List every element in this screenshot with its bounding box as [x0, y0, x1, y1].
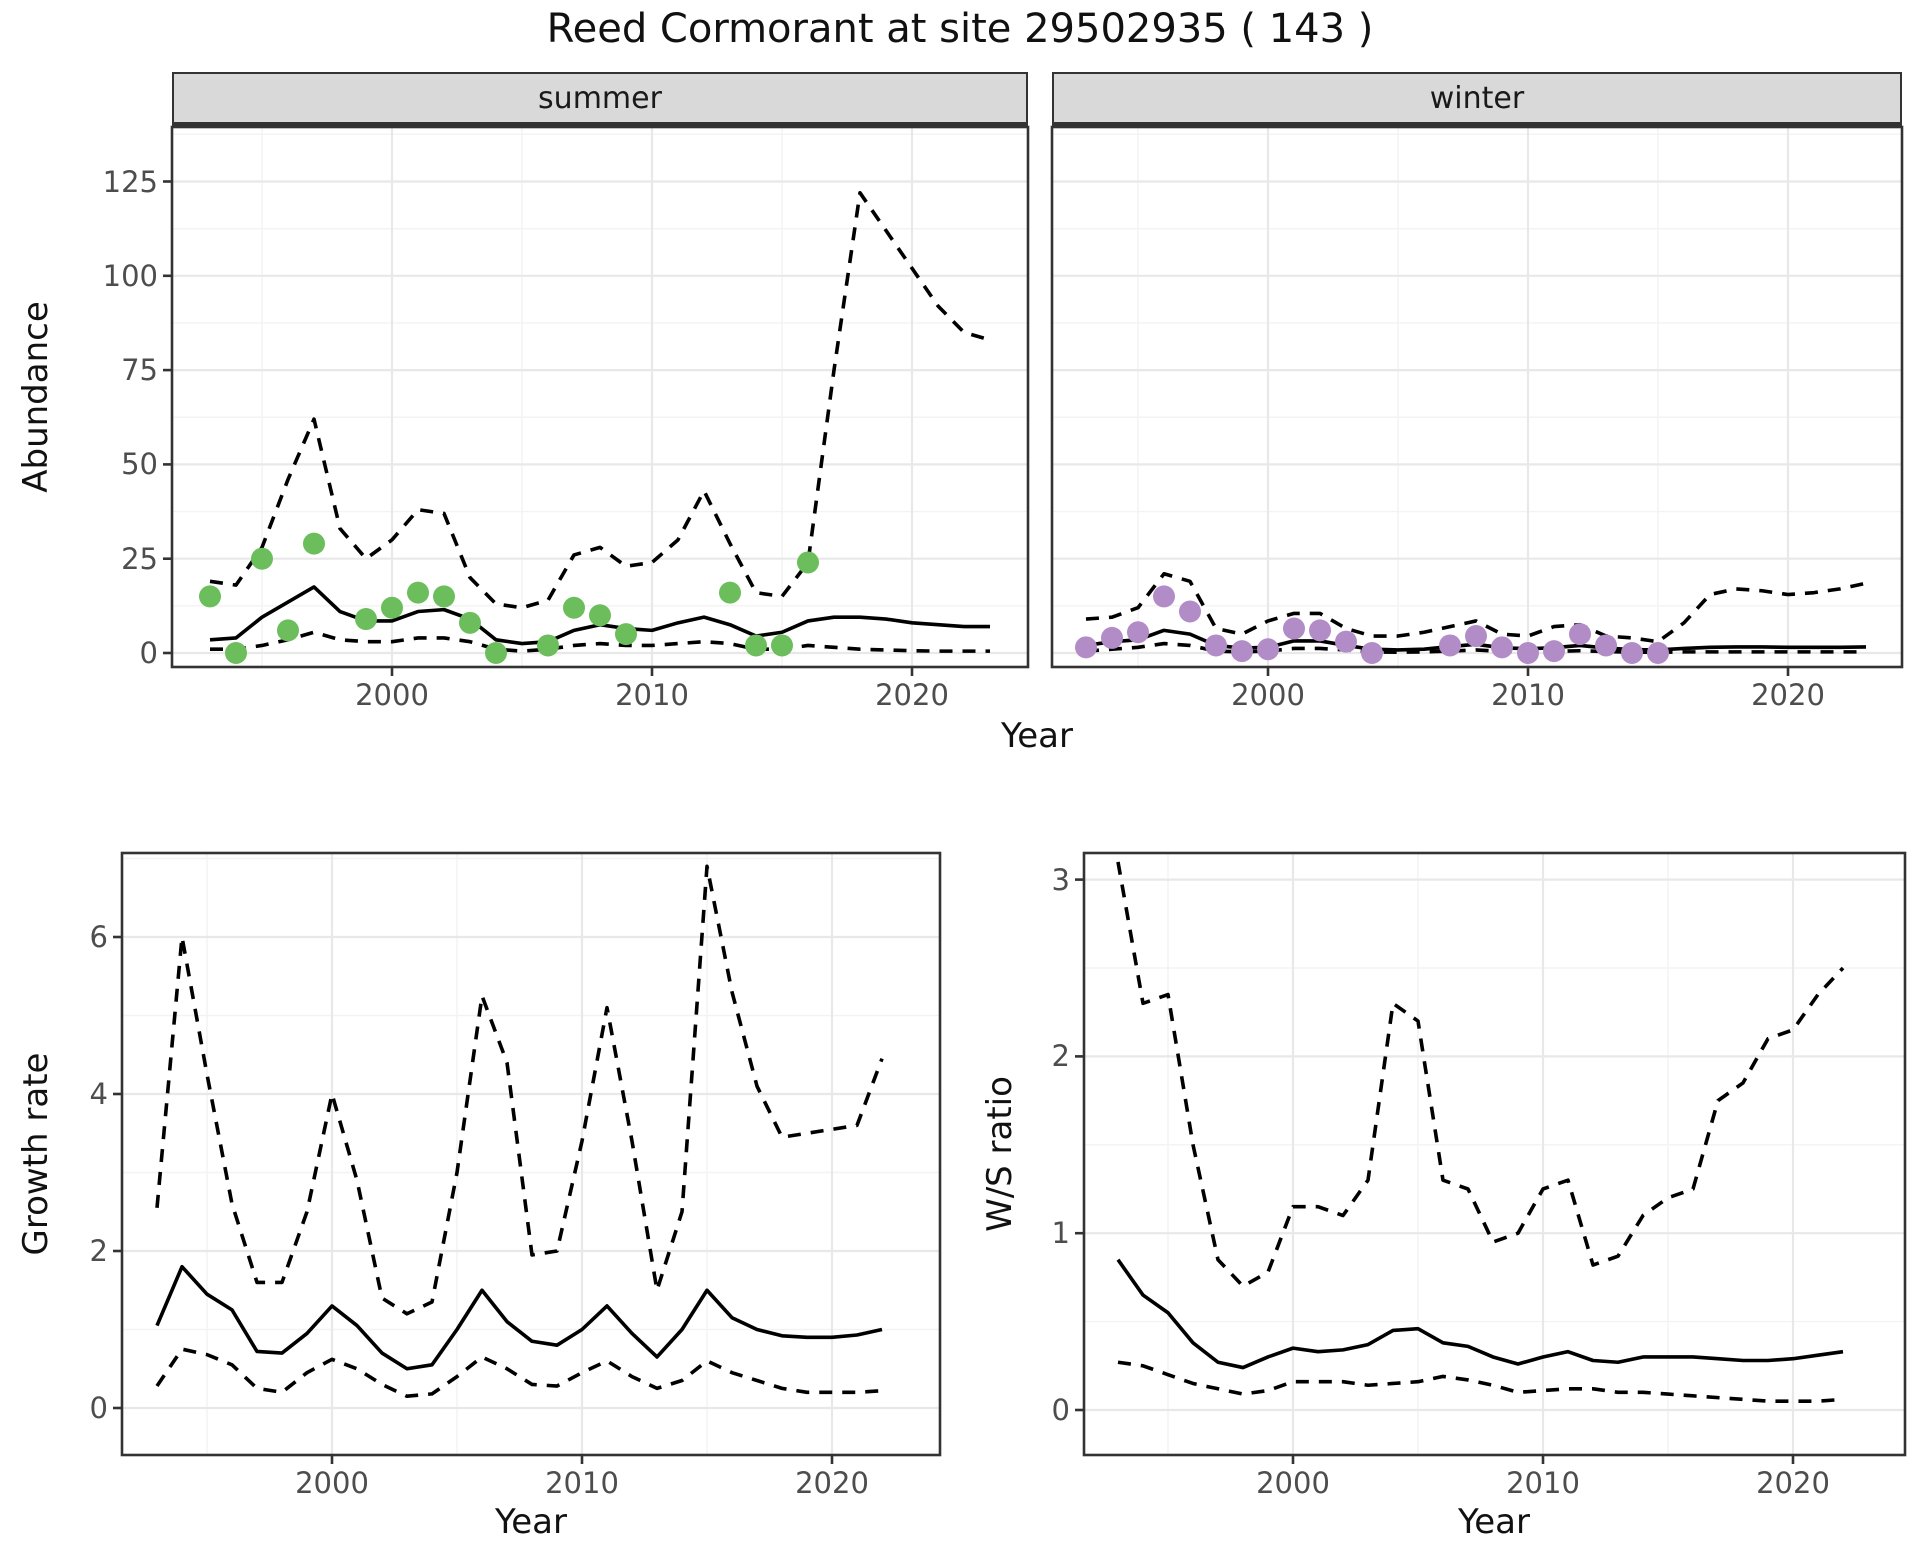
summer-observed-point: [615, 623, 637, 646]
y-tick-label: 2: [89, 1234, 108, 1268]
page-title: Reed Cormorant at site 29502935 ( 143 ): [546, 6, 1374, 52]
winter-observed-point: [1517, 642, 1539, 664]
facet-label-winter: winter: [1429, 80, 1525, 116]
x-tick-label: 2000: [1256, 1466, 1330, 1500]
summer-observed-point: [355, 608, 377, 631]
y-tick-label: 0: [1051, 1393, 1070, 1427]
y-tick-label: 2: [1051, 1039, 1070, 1074]
summer-observed-point: [563, 596, 585, 619]
x-tick-label: 2020: [795, 1466, 869, 1500]
winter-observed-point: [1647, 642, 1669, 664]
winter-observed-point: [1465, 625, 1487, 648]
upper_ci-line: [155, 864, 884, 1316]
y-tick-label: 25: [121, 541, 158, 576]
winter-observed-point: [1569, 623, 1591, 646]
summer-observed-point: [719, 581, 741, 604]
facet-strip-winter: winter: [1052, 72, 1902, 127]
winter-observed-point: [1361, 642, 1383, 664]
winter-observed-point: [1543, 640, 1565, 663]
y-tick-label: 6: [89, 920, 108, 954]
abundance-summer-panel: [163, 125, 1030, 676]
ws-ratio-axis-title: W/S ratio: [980, 1076, 1020, 1232]
ws-ratio-panel: [1075, 851, 1907, 1464]
summer-observed-point: [407, 581, 429, 604]
summer-observed-point: [537, 634, 559, 657]
facet-label-summer: summer: [538, 80, 662, 116]
winter-observed-point: [1257, 638, 1279, 661]
x-tick-label: 2020: [1751, 678, 1825, 712]
summer-observed-point: [771, 634, 793, 657]
ws-year-axis-title: Year: [1458, 1502, 1530, 1542]
lower_ci-line: [155, 1347, 883, 1399]
facet-strip-summer: summer: [172, 72, 1028, 127]
winter-observed-point: [1179, 600, 1201, 623]
y-tick-label: 0: [139, 636, 158, 670]
winter-observed-point: [1595, 634, 1617, 657]
abundance-winter-panel: [1050, 125, 1904, 676]
summer-upper_ci-line: [209, 191, 991, 610]
y-tick-label: 125: [102, 164, 158, 199]
growth-year-axis-title: Year: [495, 1502, 567, 1542]
median-line: [1116, 1258, 1844, 1370]
winter-observed-point: [1439, 634, 1461, 657]
y-tick-label: 75: [121, 353, 158, 388]
winter-observed-point: [1205, 634, 1227, 657]
summer-observed-point: [277, 619, 299, 642]
y-tick-label: 50: [121, 447, 158, 482]
y-tick-label: 3: [1051, 862, 1070, 897]
x-tick-label: 2020: [1756, 1466, 1830, 1500]
x-tick-label: 2000: [295, 1466, 369, 1500]
x-tick-label: 2010: [545, 1466, 619, 1500]
summer-observed-point: [485, 642, 507, 664]
x-tick-label: 2020: [875, 678, 949, 712]
winter-observed-point: [1491, 636, 1513, 659]
y-tick-label: 100: [102, 258, 158, 293]
winter-lower_ci-line: [1085, 641, 1866, 655]
x-tick-label: 2000: [1231, 678, 1305, 712]
summer-observed-point: [589, 604, 611, 627]
summer-observed-point: [225, 642, 247, 664]
winter-observed-point: [1127, 621, 1149, 644]
upper_ci-line: [1116, 861, 1845, 1289]
top-year-axis-title: Year: [1001, 716, 1073, 756]
winter-observed-point: [1101, 626, 1123, 649]
winter-observed-point: [1309, 619, 1331, 642]
winter-observed-point: [1153, 585, 1175, 608]
median-line: [155, 1264, 883, 1371]
summer-observed-point: [745, 634, 767, 657]
summer-observed-point: [199, 585, 221, 608]
winter-observed-point: [1075, 636, 1097, 659]
summer-observed-point: [433, 585, 455, 608]
summer-observed-point: [381, 596, 403, 619]
y-tick-label: 0: [89, 1391, 108, 1425]
summer-lower_ci-line: [210, 630, 990, 653]
x-tick-label: 2010: [615, 678, 689, 712]
y-tick-label: 1: [1051, 1216, 1070, 1251]
winter-upper_ci-line: [1085, 571, 1867, 644]
summer-observed-point: [459, 611, 481, 634]
summer-observed-point: [797, 551, 819, 574]
summer-observed-point: [251, 547, 273, 570]
abundance-axis-title: Abundance: [16, 301, 56, 493]
growth-rate-panel: [113, 851, 942, 1464]
x-tick-label: 2000: [355, 678, 429, 712]
winter-observed-point: [1335, 630, 1357, 653]
winter-observed-point: [1621, 642, 1643, 664]
lower_ci-line: [1117, 1360, 1844, 1403]
summer-observed-point: [303, 532, 325, 555]
y-tick-label: 4: [89, 1077, 108, 1111]
winter-observed-point: [1231, 640, 1253, 663]
x-tick-label: 2010: [1491, 678, 1565, 712]
x-tick-label: 2010: [1506, 1466, 1580, 1500]
winter-observed-point: [1283, 617, 1305, 640]
